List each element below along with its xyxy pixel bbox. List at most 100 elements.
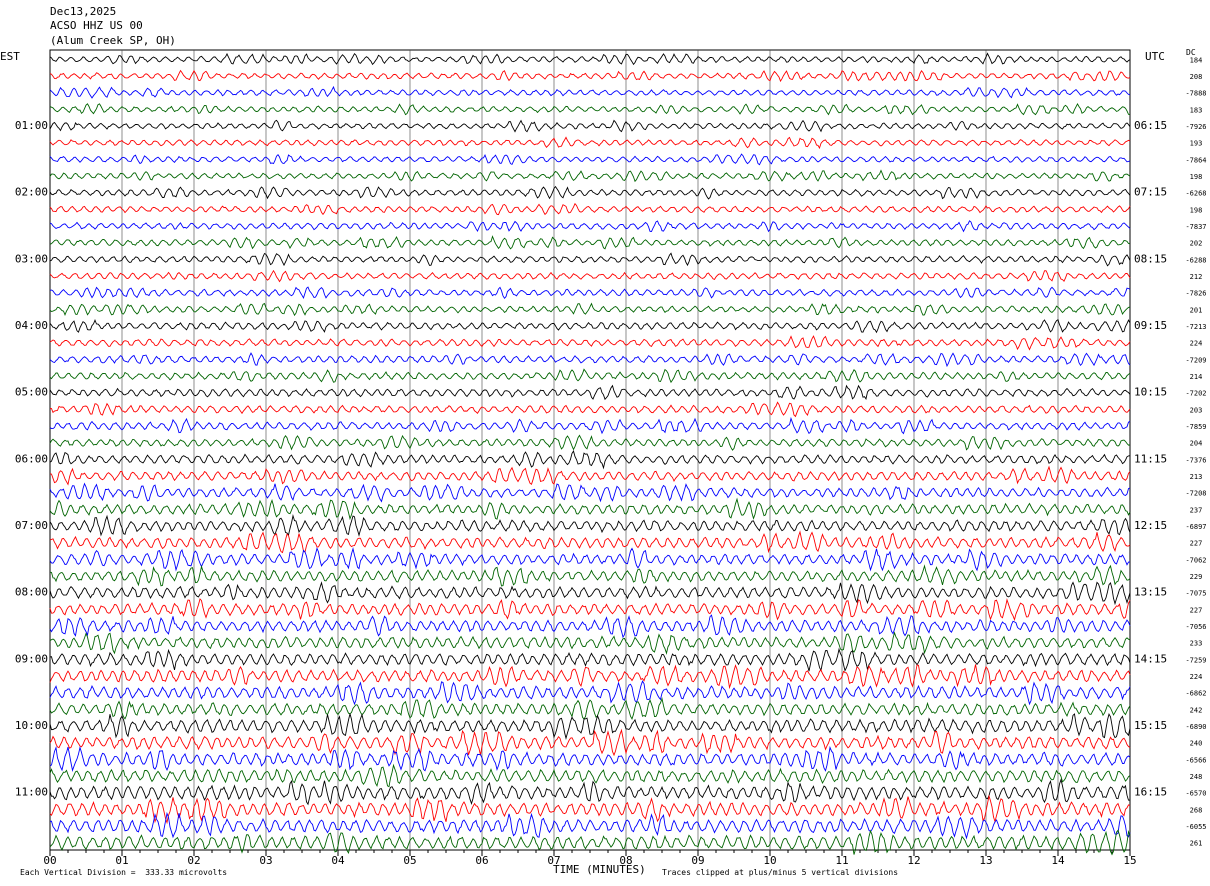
dc-offset-label: 208 xyxy=(1190,73,1203,81)
x-tick-label: 00 xyxy=(43,854,56,867)
seismic-trace xyxy=(49,598,1131,622)
seismic-trace xyxy=(49,482,1131,503)
seismic-trace xyxy=(49,169,1131,183)
utc-hour-label: 14:15 xyxy=(1134,652,1167,665)
seismic-trace xyxy=(49,631,1131,655)
dc-offset-label: 227 xyxy=(1190,606,1203,614)
seismic-trace xyxy=(49,153,1131,166)
dc-offset-label: -7864 xyxy=(1185,156,1206,164)
seismic-trace xyxy=(49,745,1131,772)
dc-offset-label: 240 xyxy=(1190,740,1203,748)
est-hour-label: 05:00 xyxy=(15,386,48,399)
vertical-scale-note: Each Vertical Division = 333.33 microvol… xyxy=(20,868,228,877)
dc-offset-label: -7209 xyxy=(1185,356,1206,364)
dc-offset-label: -6862 xyxy=(1185,690,1206,698)
right-timezone-label: UTC xyxy=(1145,50,1165,63)
dc-offset-label: -7213 xyxy=(1185,323,1206,331)
dc-offset-label: -6890 xyxy=(1185,723,1206,731)
seismic-trace xyxy=(49,52,1131,66)
dc-offset-label: 202 xyxy=(1190,240,1203,248)
seismic-trace xyxy=(49,450,1131,470)
seismic-trace xyxy=(49,697,1131,721)
seismic-trace xyxy=(49,286,1131,300)
seismic-trace xyxy=(49,564,1131,587)
seismic-trace xyxy=(49,302,1131,317)
dc-offset-label: -7202 xyxy=(1185,390,1206,398)
clip-note: Traces clipped at plus/minus 5 vertical … xyxy=(662,868,899,877)
seismic-trace xyxy=(49,119,1131,133)
dc-offset-label: -7926 xyxy=(1185,123,1206,131)
dc-offset-label: -7837 xyxy=(1185,223,1206,231)
dc-offset-label: 242 xyxy=(1190,706,1203,714)
seismic-trace xyxy=(49,647,1131,672)
x-tick-label: 14 xyxy=(1051,854,1065,867)
dc-offset-label: -7376 xyxy=(1185,456,1206,464)
dc-offset-label: -7859 xyxy=(1185,423,1206,431)
dc-offset-label: -7075 xyxy=(1185,590,1206,598)
utc-hour-label: 11:15 xyxy=(1134,452,1167,465)
dc-offset-label: 248 xyxy=(1190,773,1203,781)
dc-offset-label: 214 xyxy=(1190,373,1203,381)
seismic-trace xyxy=(49,85,1131,99)
dc-offset-label: 224 xyxy=(1190,673,1203,681)
seismic-trace xyxy=(49,235,1131,250)
seismic-trace xyxy=(49,434,1131,451)
dc-offset-label: 201 xyxy=(1190,306,1203,314)
est-hour-label: 01:00 xyxy=(15,119,48,132)
dc-offset-label: -6268 xyxy=(1185,190,1206,198)
x-tick-label: 09 xyxy=(691,854,704,867)
est-hour-label: 11:00 xyxy=(15,786,48,799)
dc-offset-label: -6055 xyxy=(1185,823,1206,831)
seismic-trace xyxy=(49,136,1131,150)
seismic-trace xyxy=(49,497,1131,521)
dc-offset-label: 193 xyxy=(1190,140,1203,148)
dc-offset-label: 203 xyxy=(1190,406,1203,414)
x-tick-label: 11 xyxy=(835,854,848,867)
utc-hour-label: 13:15 xyxy=(1134,586,1167,599)
x-tick-label: 13 xyxy=(979,854,992,867)
dc-offset-label: 198 xyxy=(1190,206,1203,214)
seismic-trace xyxy=(49,829,1131,856)
seismic-trace xyxy=(49,220,1131,233)
est-hour-label: 09:00 xyxy=(15,652,48,665)
seismic-trace xyxy=(49,416,1131,435)
x-tick-label: 10 xyxy=(763,854,776,867)
seismic-trace xyxy=(49,102,1131,116)
utc-hour-label: 08:15 xyxy=(1134,252,1167,265)
seismic-trace xyxy=(49,811,1131,840)
dc-offset-label: 229 xyxy=(1190,573,1203,581)
x-tick-label: 05 xyxy=(403,854,416,867)
seismic-trace xyxy=(49,581,1131,606)
dc-offset-label: -6566 xyxy=(1185,756,1206,764)
est-hour-label: 06:00 xyxy=(15,452,48,465)
dc-offset-label: -6570 xyxy=(1185,790,1206,798)
x-axis-title: TIME (MINUTES) xyxy=(553,863,646,876)
dc-offset-label: 268 xyxy=(1190,806,1203,814)
x-tick-label: 01 xyxy=(115,854,128,867)
station-location: (Alum Creek SP, OH) xyxy=(50,34,176,47)
utc-hour-label: 06:15 xyxy=(1134,119,1167,132)
utc-hour-label: 15:15 xyxy=(1134,719,1167,732)
utc-hour-label: 12:15 xyxy=(1134,519,1167,532)
x-tick-label: 02 xyxy=(187,854,200,867)
seismic-trace xyxy=(49,778,1131,806)
utc-hour-label: 07:15 xyxy=(1134,186,1167,199)
seismic-trace xyxy=(49,680,1131,706)
dc-offset-label: 212 xyxy=(1190,273,1203,281)
seismic-trace xyxy=(49,384,1131,401)
dc-offset-label: 261 xyxy=(1190,840,1203,848)
est-hour-label: 07:00 xyxy=(15,519,48,532)
x-tick-label: 07 xyxy=(547,854,560,867)
x-tick-label: 04 xyxy=(331,854,345,867)
dc-offset-label: 204 xyxy=(1190,440,1203,448)
dc-offset-label: 237 xyxy=(1190,506,1203,514)
x-tick-label: 06 xyxy=(475,854,488,867)
seismic-trace xyxy=(49,546,1131,572)
x-tick-label: 08 xyxy=(619,854,632,867)
x-tick-label: 15 xyxy=(1123,854,1136,867)
seismic-trace xyxy=(49,368,1131,384)
est-hour-label: 10:00 xyxy=(15,719,48,732)
x-tick-label: 12 xyxy=(907,854,920,867)
seismic-trace xyxy=(49,530,1131,554)
